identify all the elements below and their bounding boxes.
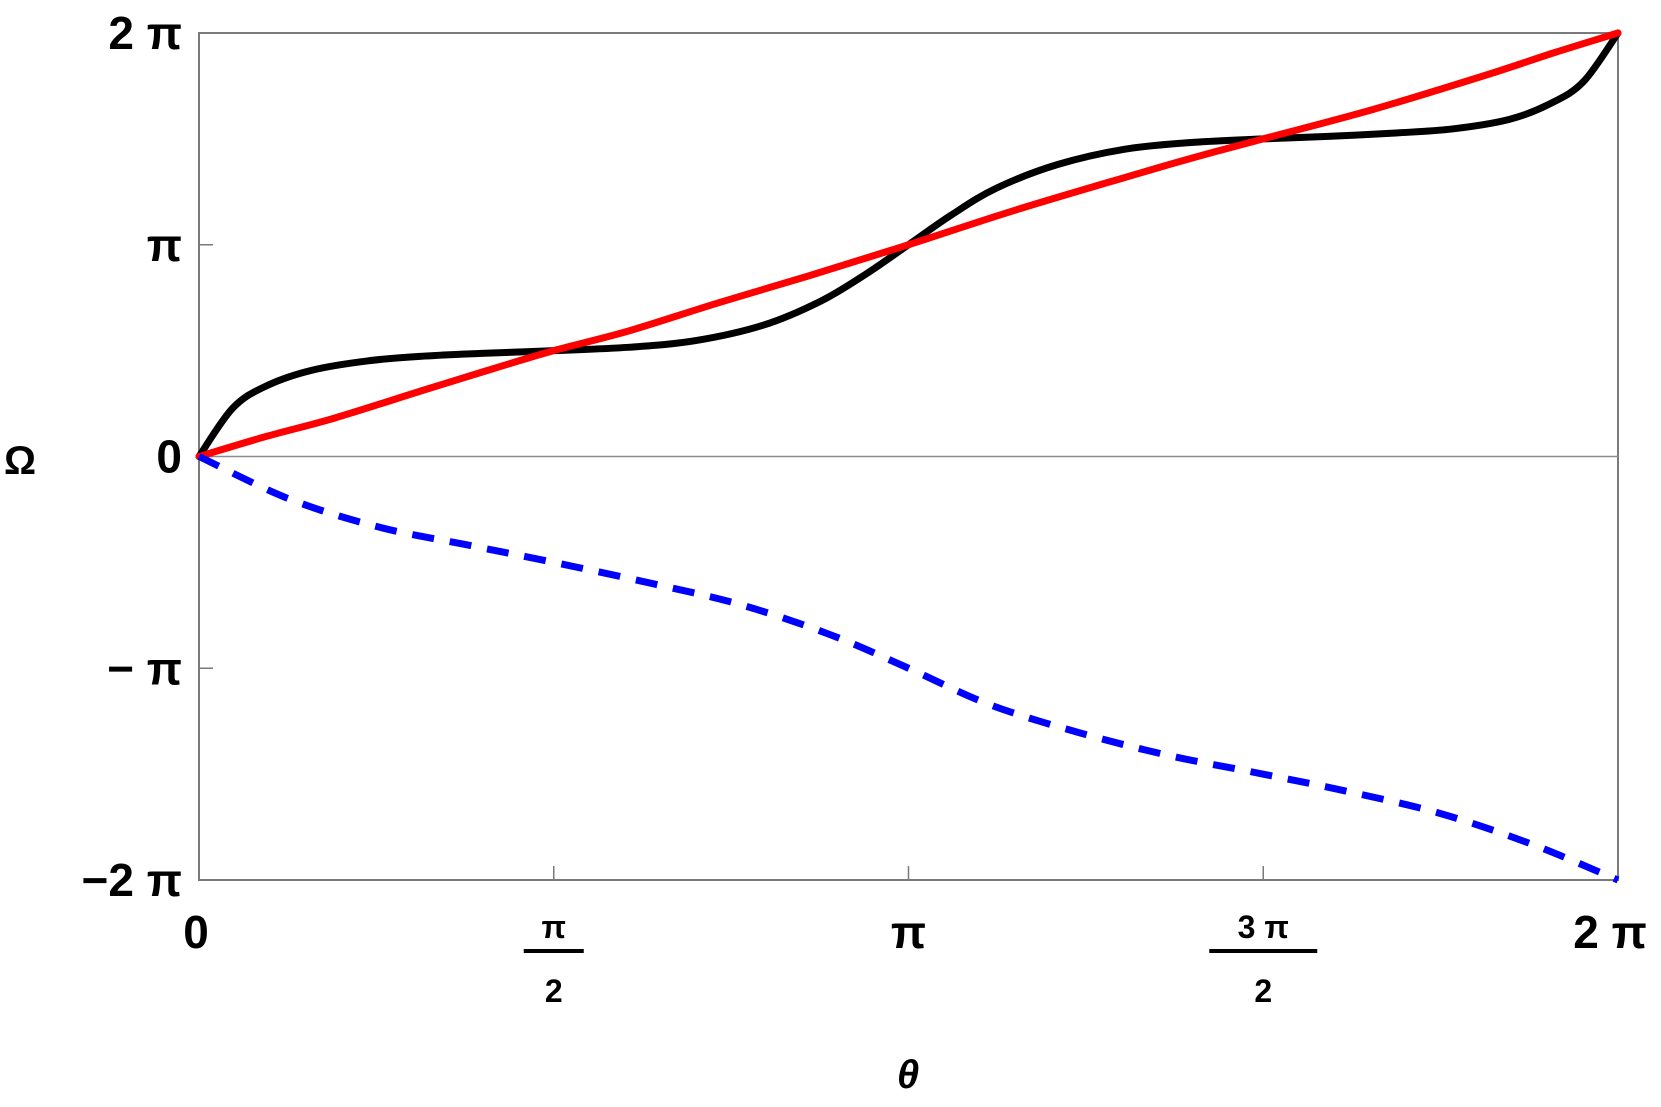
x-tick-labels: 0 π 2 π 3 π 2 2 π [183,906,1647,1009]
x-tick-label: 2 π [1573,906,1647,958]
x-axis-title: θ [897,1053,919,1097]
x-tick-label-numerator: π [542,909,567,945]
y-axis-title: Ω [4,439,36,483]
y-tick-label: 2 π [108,7,182,59]
y-tick-labels: 2 π π 0 − π −2 π [82,7,182,906]
x-tick-label-numerator: 3 π [1238,909,1289,945]
series-layer [195,29,1622,884]
x-tick-label: 0 [183,906,209,958]
plot-area [198,32,1619,881]
x-tick-label: π [891,906,926,958]
series-red-line [195,29,1622,460]
series-blue-dashed-line [197,453,1620,884]
y-tick-label: π [147,219,182,271]
y-tick-label: 0 [156,431,182,483]
x-tick-label-denominator: 2 [545,973,563,1009]
x-tick-label-denominator: 2 [1254,973,1272,1009]
y-tick-label: −2 π [82,854,182,906]
y-tick-label: − π [107,642,182,694]
